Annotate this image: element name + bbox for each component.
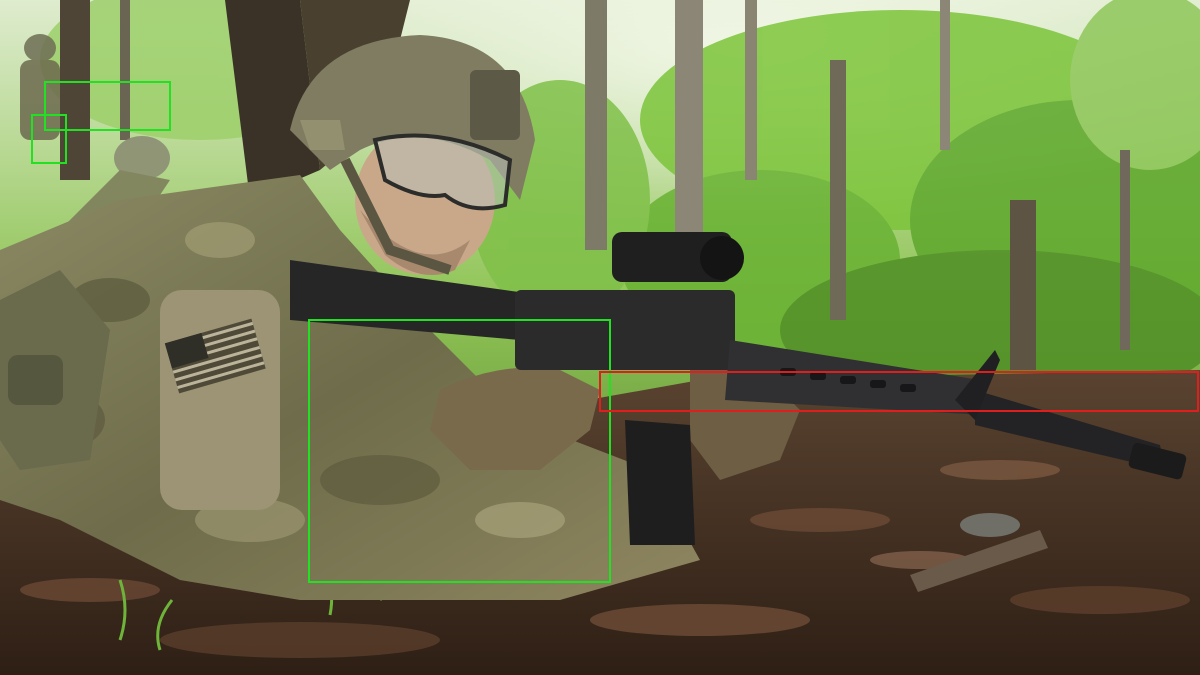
gloved-hand — [430, 367, 600, 470]
safety-glasses — [372, 133, 513, 211]
fallen-branch — [910, 530, 1048, 592]
leaf-litter — [20, 460, 1190, 658]
magazine — [625, 420, 695, 545]
soldier — [0, 35, 800, 600]
rock — [960, 513, 1020, 537]
flag-patch-icon — [164, 318, 266, 394]
